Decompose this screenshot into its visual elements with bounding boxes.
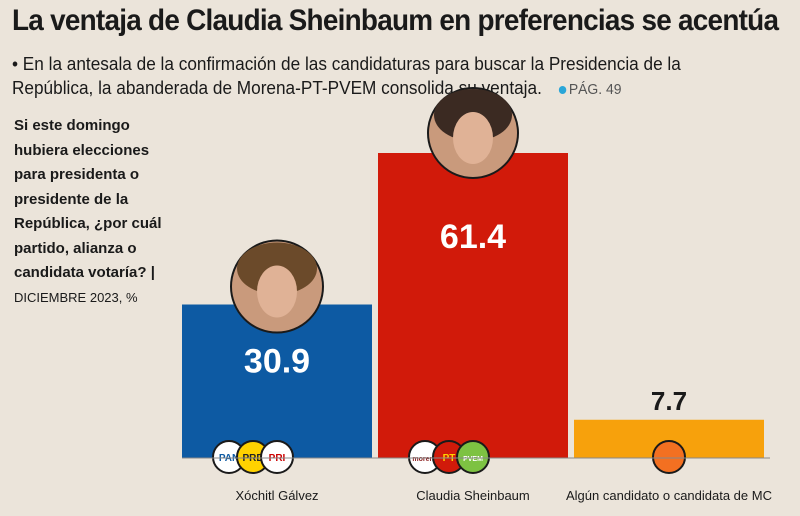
face-shape	[453, 112, 493, 164]
category-label: Claudia Sheinbaum	[416, 488, 529, 503]
survey-question: Si este domingo hubiera elecciones para …	[14, 114, 174, 310]
category-label: Algún candidato o candidata de MC	[566, 488, 772, 503]
category-label: Xóchitl Gálvez	[235, 488, 318, 503]
page-ref-text: PÁG. 49	[568, 81, 622, 98]
data-label: 30.9	[244, 343, 310, 381]
subtitle: • En la antesala de la confirmación de l…	[12, 52, 747, 102]
party-logo-pri	[260, 440, 294, 474]
subtitle-text: • En la antesala de la confirmación de l…	[12, 53, 681, 98]
party-logo-pvem	[456, 440, 490, 474]
face-shape	[257, 265, 297, 318]
page-reference: PÁG. 49	[558, 81, 622, 98]
data-label: 61.4	[440, 218, 506, 256]
data-label: 7.7	[651, 386, 687, 416]
headline: La ventaja de Claudia Sheinbaum en prefe…	[12, 4, 779, 37]
party-logo-text: morena	[412, 456, 437, 463]
question-text: Si este domingo hubiera elecciones para …	[14, 117, 162, 281]
survey-date: DICIEMBRE 2023, %	[14, 289, 138, 305]
party-logo-mc	[652, 440, 686, 474]
party-logo-text: PVEM	[463, 456, 483, 463]
bullet-icon	[558, 86, 567, 94]
bar	[378, 153, 568, 458]
